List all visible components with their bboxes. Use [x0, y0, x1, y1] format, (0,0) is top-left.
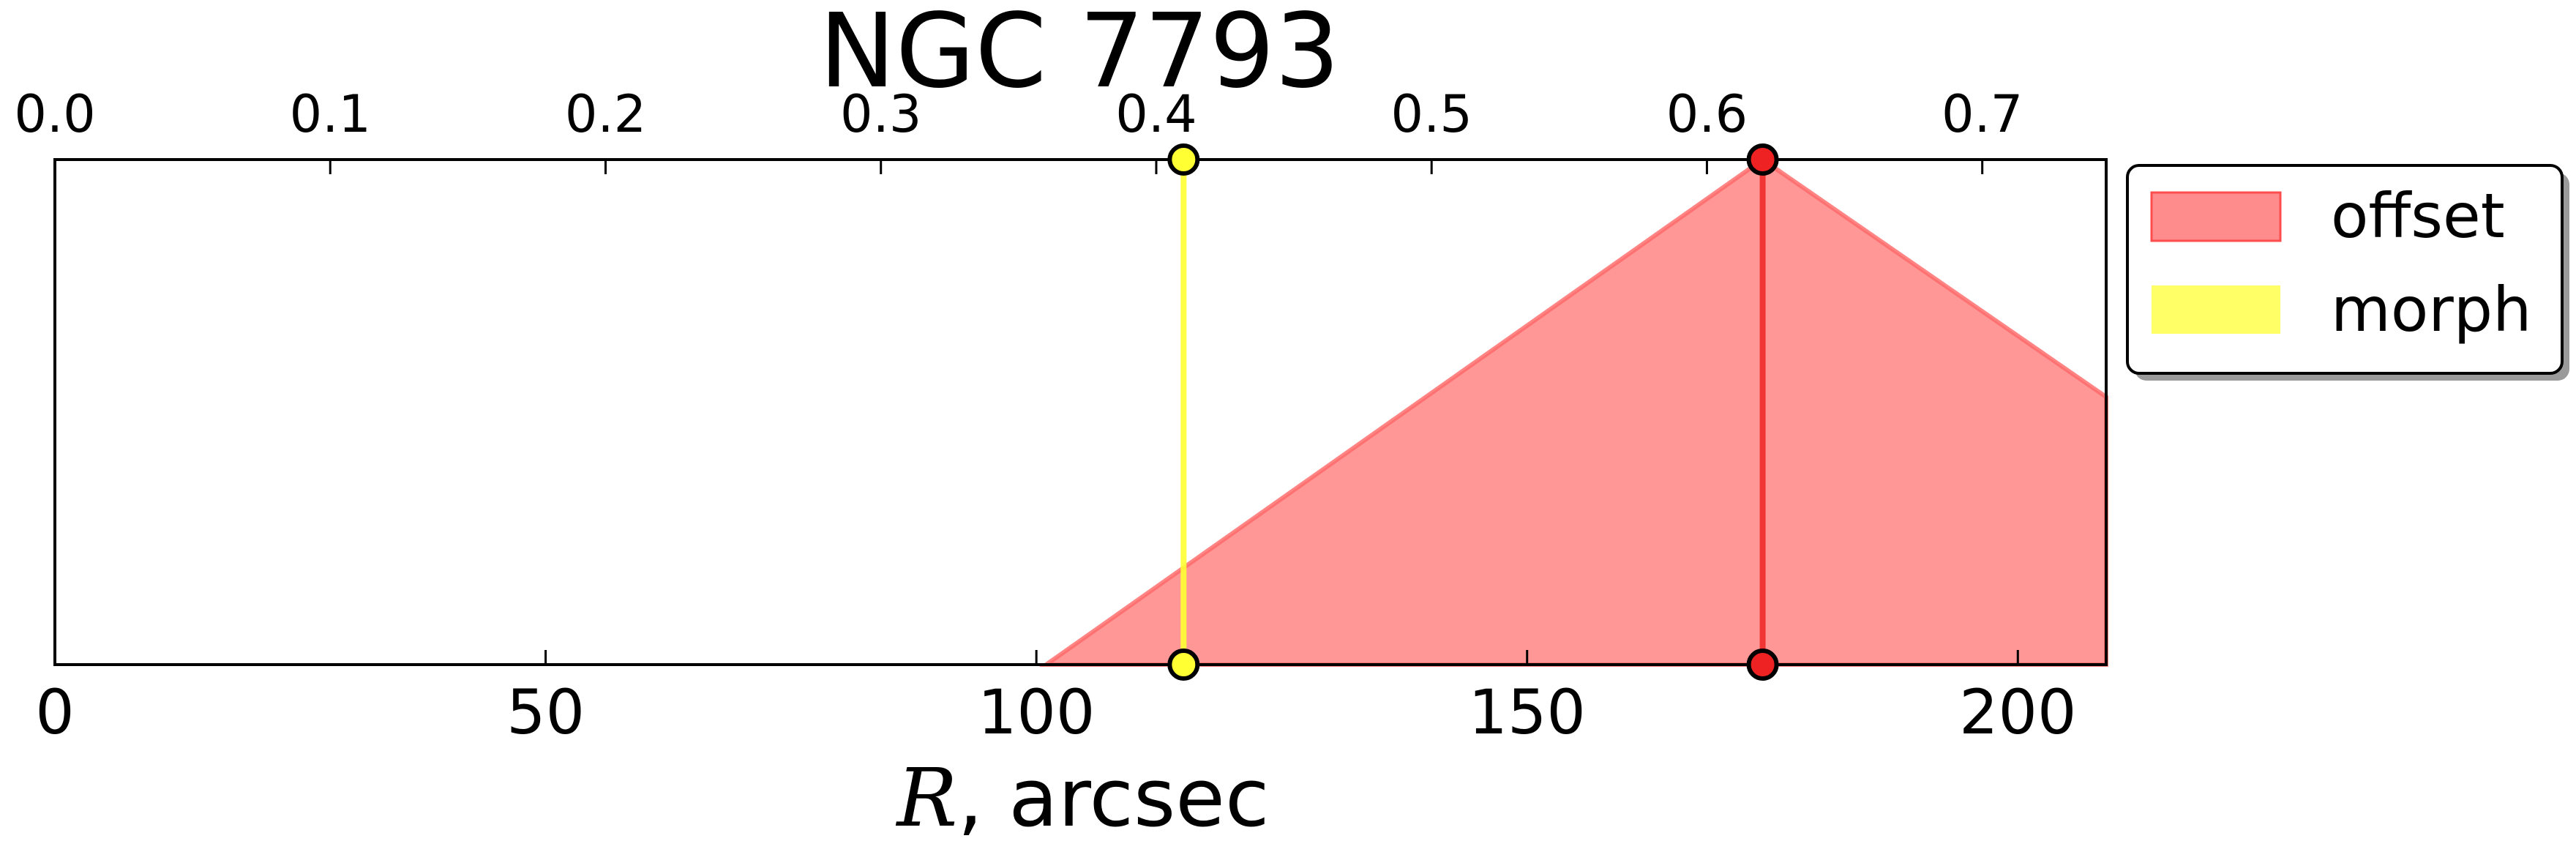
bottom-axis: 0 50 100 150 200 — [35, 650, 2076, 748]
series-markers — [1167, 143, 1779, 681]
legend-label-morph: morph — [2331, 274, 2531, 345]
series-lines — [1180, 160, 1766, 665]
top-tick-label: 0.1 — [290, 84, 371, 144]
legend-label-offset: offset — [2331, 180, 2505, 252]
x-tick-label: 200 — [1959, 676, 2076, 748]
offset-area — [1039, 157, 2108, 667]
plot-frame — [53, 158, 2108, 666]
legend-swatch-morph — [2152, 285, 2280, 334]
offset-marker-top — [1746, 143, 1779, 176]
x-tick-label: 150 — [1469, 676, 1586, 748]
top-axis: 0.0 0.1 0.2 0.3 0.4 0.5 0.6 0.7 — [14, 84, 2023, 174]
top-tick-label: 0.5 — [1391, 84, 1472, 144]
top-tick-label: 0.0 — [14, 84, 95, 144]
x-tick-label: 100 — [978, 676, 1095, 748]
top-tick-label: 0.2 — [565, 84, 646, 144]
legend-swatch-offset — [2150, 191, 2282, 242]
x-axis-label-variable: R — [896, 751, 958, 845]
x-axis-label: R, arcsec — [896, 751, 1270, 845]
offset-marker-bottom — [1746, 649, 1779, 681]
x-tick-label: 0 — [35, 676, 74, 748]
top-tick-label: 0.6 — [1666, 84, 1748, 144]
morph-marker-bottom — [1167, 649, 1200, 681]
x-tick-label: 50 — [506, 676, 585, 748]
x-axis-label-text: , arcsec — [957, 751, 1269, 845]
chart-title: NGC 7793 — [819, 0, 1340, 111]
morph-marker-top — [1167, 143, 1200, 176]
top-tick-label: 0.3 — [840, 84, 921, 144]
series-areas — [1039, 157, 2108, 667]
top-tick-label: 0.4 — [1115, 84, 1197, 144]
legend: offset morph — [2126, 164, 2569, 381]
top-tick-label: 0.7 — [1942, 84, 2023, 144]
